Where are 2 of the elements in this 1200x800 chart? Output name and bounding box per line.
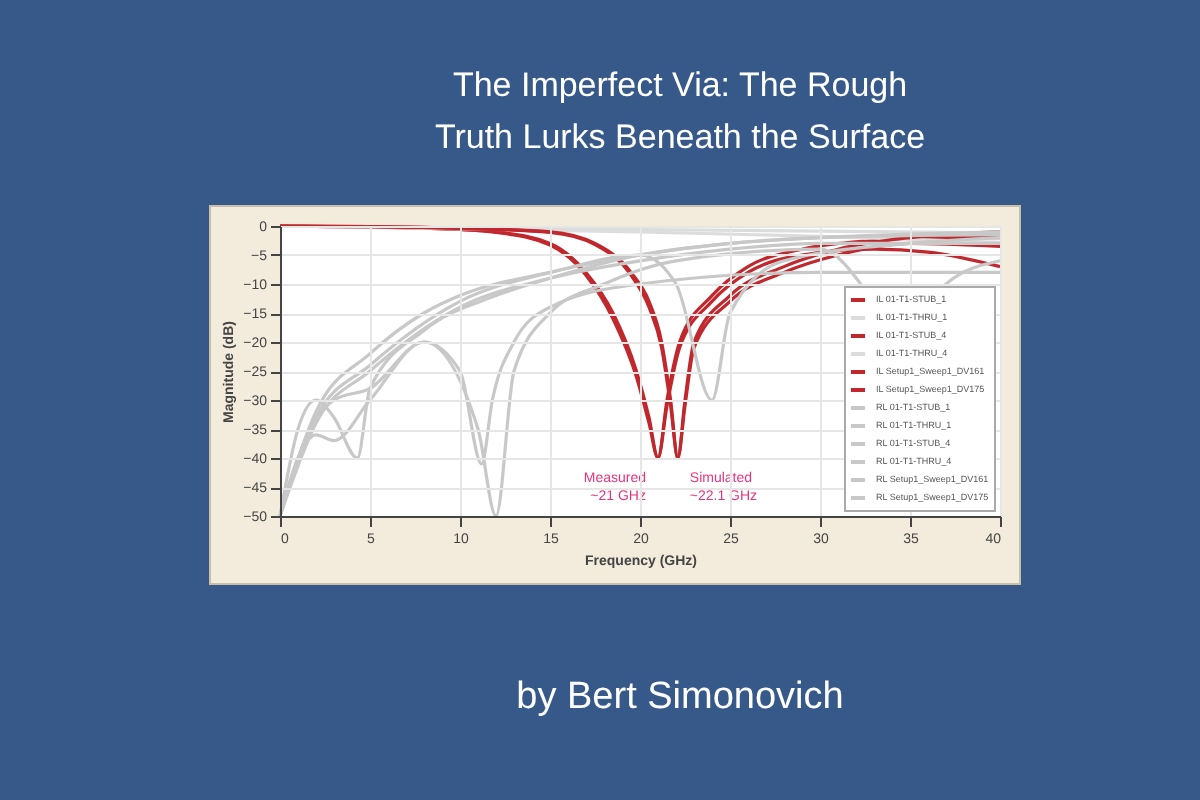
chart-title: The Imperfect Via: The Rough Truth Lurks Beneath the Surface [434, 66, 926, 156]
text: by Bert Simonovich [516, 676, 844, 718]
